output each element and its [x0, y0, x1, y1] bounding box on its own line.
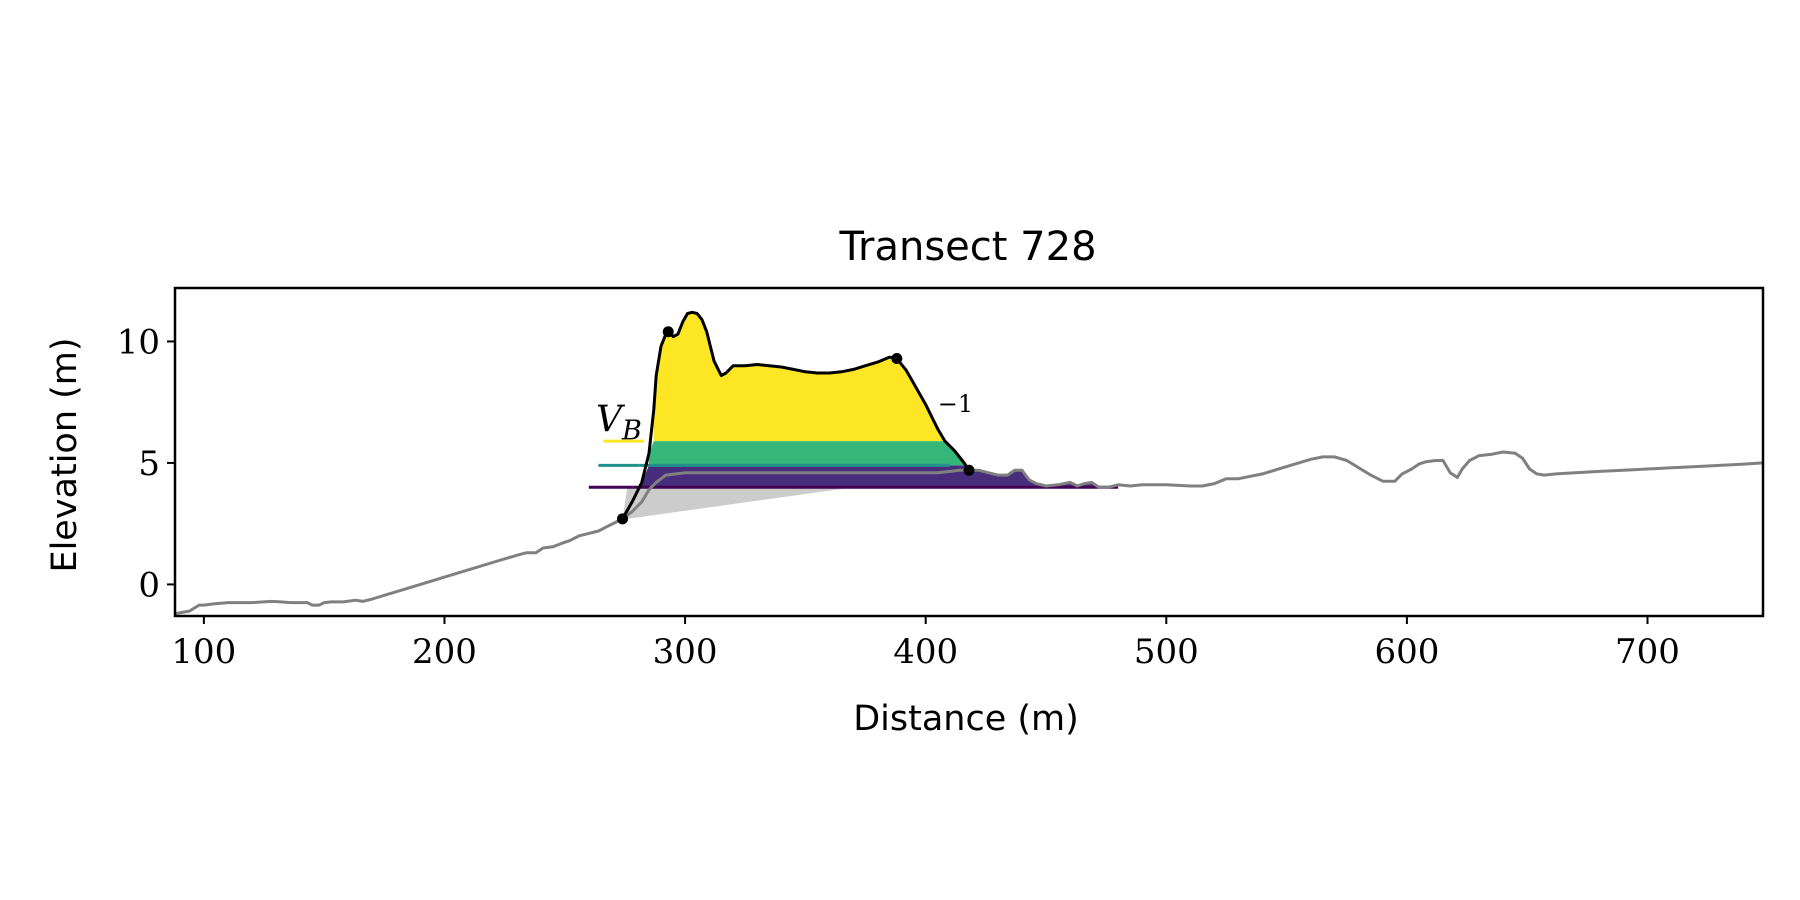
profile-point-4 [963, 464, 975, 476]
purple-band [641, 465, 1099, 488]
y-axis-label: Elevation (m) [45, 337, 85, 572]
x-tick-label: 100 [171, 632, 236, 672]
y-axis: 0 5 10 [117, 322, 175, 605]
x-tick-label: 200 [412, 632, 477, 672]
x-tick-label: 400 [893, 632, 958, 672]
teal-band [649, 441, 965, 466]
x-tick-label: 500 [1134, 632, 1199, 672]
x-axis-label: Distance (m) [853, 699, 1079, 739]
volume-label-subscript: B [621, 415, 642, 446]
y-tick-label: 5 [138, 444, 160, 484]
yellow-band [653, 312, 945, 442]
x-tick-label: 300 [653, 632, 718, 672]
y-tick-label: 0 [138, 565, 160, 605]
dune-toe-wedge-fill [622, 487, 854, 519]
profile-point-3 [891, 352, 903, 364]
profile-point-1 [617, 513, 629, 525]
y-tick-label: 10 [117, 322, 160, 362]
x-tick-label: 600 [1374, 632, 1439, 672]
chart-title: Transect 728 [838, 224, 1096, 270]
profile-point-2 [662, 326, 674, 338]
axes-frame [173, 286, 1765, 618]
axes-border [173, 286, 1765, 618]
x-axis: 100 200 300 400 500 600 700 [171, 616, 1680, 672]
terrain-profile-line [175, 450, 1763, 616]
slope-label: −1 [938, 390, 973, 418]
plot-content [175, 310, 1763, 616]
volume-label: VB [596, 399, 642, 446]
x-tick-label: 700 [1615, 632, 1680, 672]
